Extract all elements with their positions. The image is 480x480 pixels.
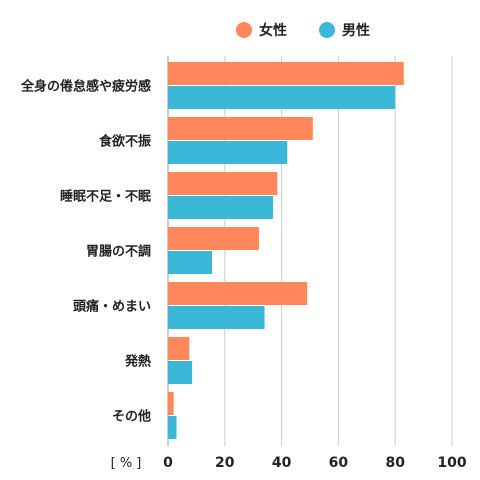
x-tick-label: 0 <box>163 455 173 471</box>
category-label: 発熱 <box>124 354 151 370</box>
legend-label-male: 男性 <box>342 22 370 39</box>
bar-male-7 <box>168 416 177 439</box>
bar-male-1 <box>168 86 396 109</box>
bar-male-5 <box>168 306 265 329</box>
legend-label-female: 女性 <box>259 22 287 39</box>
x-tick-labels: 0 20 40 60 80 100 <box>163 455 467 471</box>
bar-female-2 <box>168 117 313 140</box>
bar-male-3 <box>168 196 274 219</box>
x-unit-label: [ % ] <box>111 456 142 471</box>
category-label: 睡眠不足・不眠 <box>60 189 151 205</box>
category-label: 頭痛・めまい <box>73 299 151 315</box>
legend-swatch-female <box>236 22 252 38</box>
x-tick-label: 80 <box>385 455 405 471</box>
x-tick-label: 100 <box>437 455 466 471</box>
bar-female-7 <box>168 392 174 415</box>
bar-female-6 <box>168 337 190 360</box>
bar-male-6 <box>168 361 193 384</box>
bar-female-1 <box>168 62 404 85</box>
bars <box>168 62 404 439</box>
x-tick-label: 60 <box>329 455 349 471</box>
category-label: 食欲不振 <box>99 134 151 150</box>
category-label: 胃腸の不調 <box>86 244 151 260</box>
legend-swatch-male <box>319 22 335 38</box>
bar-female-4 <box>168 227 259 250</box>
category-label: 全身の倦怠感や疲労感 <box>20 79 151 95</box>
category-label: その他 <box>112 409 151 425</box>
bar-female-5 <box>168 282 308 305</box>
bar-male-2 <box>168 141 288 164</box>
x-tick-label: 20 <box>215 455 235 471</box>
x-tick-label: 40 <box>272 455 292 471</box>
bar-female-3 <box>168 172 278 195</box>
legend: 女性 男性 <box>236 22 370 39</box>
bar-male-4 <box>168 251 213 274</box>
